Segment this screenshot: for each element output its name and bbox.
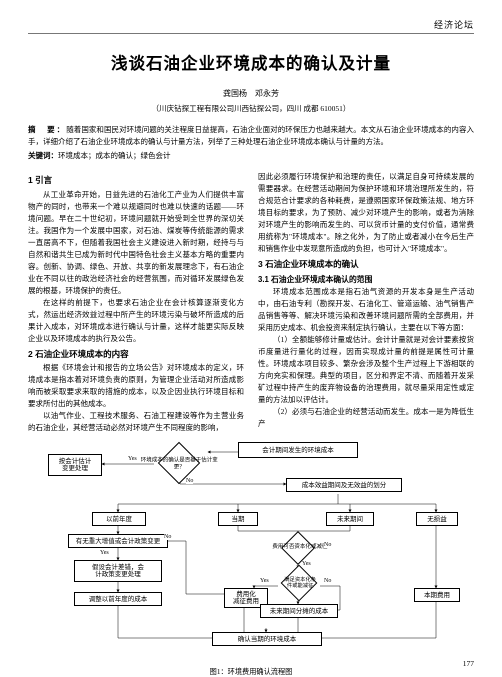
page-number: 177 <box>463 659 474 668</box>
fc-no-4: No <box>324 578 331 584</box>
fc-d1: 环境成本的确认是否基于估计变更？ <box>158 442 200 484</box>
fc-none: 无损益 <box>416 512 458 526</box>
fc-thisperiod2: 本期费用 <box>414 588 460 602</box>
fc-no-2: No <box>164 534 171 540</box>
abstract-label: 摘 要： <box>28 125 66 134</box>
fc-yes-1: Yes <box>128 456 137 462</box>
flowchart: 会计期间发生的环境成本 环境成本的确认是否基于估计变更？ 按会计估计 变更处理 … <box>28 438 474 664</box>
fc-d2: 费用可否资本化或减征 <box>281 531 315 565</box>
section-3-1-heading: 3.1 石油企业环境成本确认的范围 <box>258 274 474 286</box>
fc-major: 有无重大增值或会计政策变更 <box>68 534 168 548</box>
fc-benefit: 成本效益期间及无效益的划分 <box>286 478 402 492</box>
flowchart-figure: 会计期间发生的环境成本 环境成本的确认是否基于估计变更？ 按会计估计 变更处理 … <box>28 438 474 677</box>
paragraph: 根据《环境会计和报告的立场公告》对环境成本的定义，环境成本是指本着对环境负责的原… <box>28 362 244 410</box>
fc-d3-text: 满足资本化条 件或能减征 <box>273 577 327 590</box>
fc-yes-2: Yes <box>100 550 109 556</box>
article-title: 浅谈石油企业环境成本的确认及计量 <box>28 50 474 74</box>
paragraph: 从工业革命开始，日益先进的石油化工产业为人们提供丰富物产的同时，也带来一个难以规… <box>28 189 244 297</box>
fc-adjust: 调整以前年度的成本 <box>74 592 162 606</box>
header-category: 经济论坛 <box>28 18 474 34</box>
paragraph: （2）必须与石油企业的经营活动而发生。成本一是为降低生产 <box>258 406 474 430</box>
abstract-text: 随着国家和国民对环境问题的关注程度日益提高，石油企业面对的环保压力也越来越大。本… <box>28 125 474 146</box>
abstract: 摘 要：随着国家和国民对环境问题的关注程度日益提高，石油企业面对的环保压力也越来… <box>28 124 474 147</box>
fc-change: 按会计估计 变更处理 <box>48 454 102 476</box>
keywords-label: 关键词： <box>28 151 58 160</box>
section-1-heading: 1 引言 <box>28 174 244 188</box>
paragraph: 环境成本范围成本是指石油气资源的开发本身是生产活动中，由石油专利（勘探开发、石油… <box>258 286 474 334</box>
body-columns: 1 引言 从工业革命开始，日益先进的石油化工产业为人们提供丰富物产的同时，也带来… <box>28 171 474 434</box>
fc-yes-4: Yes <box>260 578 269 584</box>
fc-combine: 假设会计差错，会 计政策变更处理 <box>74 560 162 582</box>
fc-yes-3: Yes <box>302 561 311 567</box>
fc-d3: 满足资本化条 件或能减征 <box>281 565 318 602</box>
fc-amort: 未来期间分摊的成本 <box>260 604 338 618</box>
fc-confirm: 确认当期的环境成本 <box>212 632 322 646</box>
paragraph: 以油气作业、工程技术服务、石油工程建设等作为主营业务的石油企业，其经营活动必然对… <box>28 410 244 434</box>
section-3-heading: 3 石油企业环境成本的确认 <box>258 258 474 272</box>
keywords: 关键词：环境成本；成本的确认；绿色会计 <box>28 150 474 161</box>
affiliation: （川庆钻探工程有限公司川西钻探公司，四川 成都 610051） <box>28 103 474 114</box>
left-column: 1 引言 从工业革命开始，日益先进的石油化工产业为人们提供丰富物产的同时，也带来… <box>28 171 244 434</box>
fc-no-1: No <box>186 478 193 484</box>
fc-top: 会计期间发生的环境成本 <box>238 442 358 458</box>
fc-current: 当期 <box>218 512 258 526</box>
authors: 龚国杨 邓永芳 <box>28 88 474 99</box>
paragraph: 在这样的前提下，也要求石油企业在会计核算逐渐变化方式，然运出经济效益过程中所产生… <box>28 297 244 345</box>
fc-future: 未来期间 <box>326 512 374 526</box>
keywords-text: 环境成本；成本的确认；绿色会计 <box>58 151 171 160</box>
fc-past: 以前年度 <box>92 512 146 526</box>
right-column: 因此必须履行环境保护和治理的责任，以满足自身可持续发展的需要器求。在经营活动期间… <box>258 171 474 434</box>
fc-d1-text: 环境成本的确认是否基于估计变更？ <box>139 458 219 471</box>
paragraph: 因此必须履行环境保护和治理的责任，以满足自身可持续发展的需要器求。在经营活动期间… <box>258 171 474 255</box>
fc-no-3: No <box>324 542 331 548</box>
paragraph: （1）全额能够修计量或估计。会计计量就是对会计要素按货币度量进行量化的过程，因而… <box>258 334 474 406</box>
section-2-heading: 2 石油企业环境成本的内容 <box>28 348 244 362</box>
